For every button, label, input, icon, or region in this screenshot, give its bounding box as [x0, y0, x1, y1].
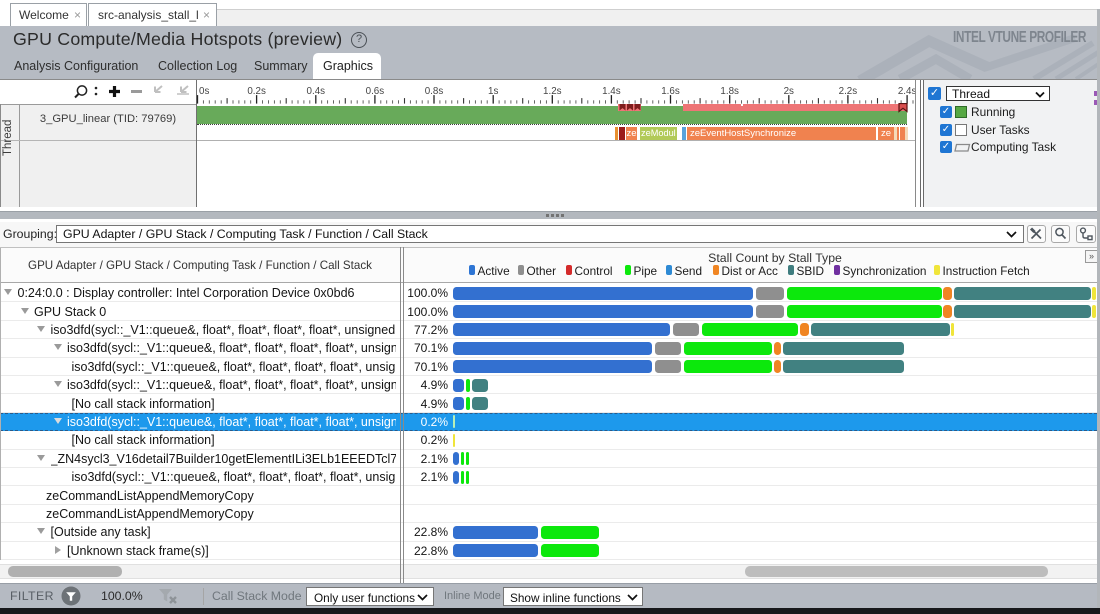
svg-text:0.6s: 0.6s — [366, 86, 385, 97]
svg-text:1.2s: 1.2s — [543, 86, 562, 97]
svg-text:1.4s: 1.4s — [602, 86, 621, 97]
svg-text:1.6s: 1.6s — [661, 86, 680, 97]
svg-text:2.4s: 2.4s — [898, 86, 917, 97]
svg-text:1.8s: 1.8s — [720, 86, 739, 97]
svg-text:1s: 1s — [488, 86, 498, 97]
svg-text:0.4s: 0.4s — [307, 86, 326, 97]
svg-text:2s: 2s — [784, 86, 794, 97]
svg-text:0.8s: 0.8s — [425, 86, 444, 97]
svg-text:0.2s: 0.2s — [247, 86, 266, 97]
svg-text:2.2s: 2.2s — [839, 86, 858, 97]
svg-text:0s: 0s — [199, 86, 209, 97]
